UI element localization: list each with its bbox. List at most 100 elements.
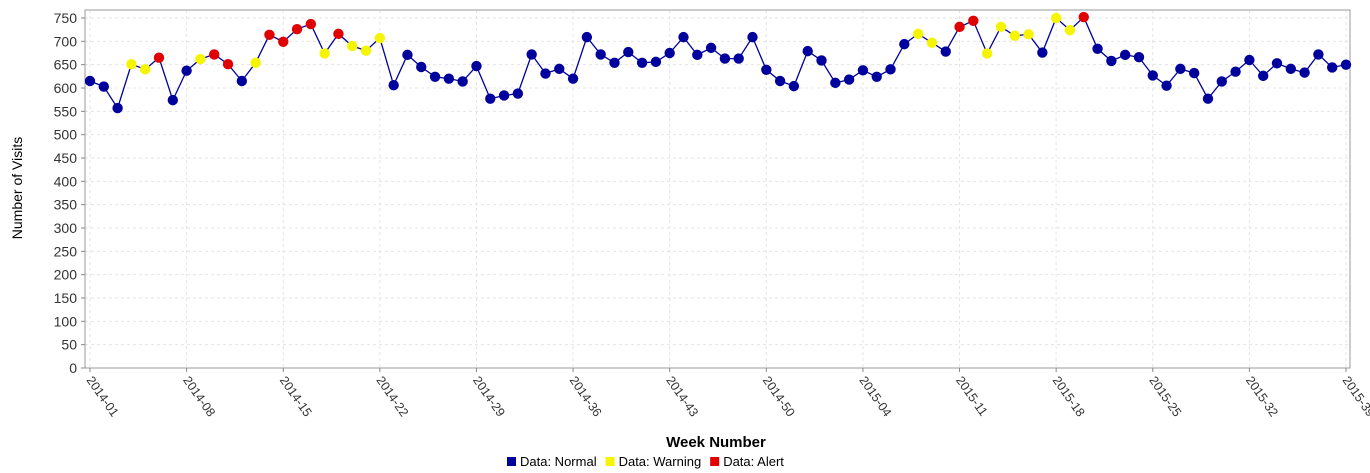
- data-point-normal: [402, 49, 413, 61]
- x-axis-ticks: 2014-01 2014-08 2014-15 2014-22 2014-29 2014-…: [84, 368, 1370, 419]
- data-point-warning: [981, 48, 993, 59]
- y-tick-label: 250: [54, 243, 78, 259]
- data-point-alert: [222, 58, 234, 70]
- data-point-warning: [1023, 29, 1034, 40]
- data-point-normal: [512, 88, 524, 99]
- data-point-normal: [1188, 67, 1200, 79]
- x-tick-label: 2015-18: [1050, 374, 1088, 420]
- y-tick-label: 650: [54, 57, 78, 73]
- data-point-alert: [209, 49, 220, 60]
- y-tick-label: 150: [54, 290, 78, 306]
- legend-label-normal: Data: Normal: [520, 454, 597, 469]
- data-point-normal: [678, 31, 689, 43]
- data-point-warning: [250, 57, 261, 68]
- y-tick-label: 400: [54, 173, 78, 189]
- plot-area: [85, 10, 1350, 368]
- data-points: [84, 11, 1352, 114]
- data-point-normal: [761, 64, 772, 76]
- y-tick-label: 700: [54, 33, 78, 49]
- data-point-normal: [1257, 70, 1269, 82]
- y-tick-label: 100: [54, 313, 78, 329]
- x-tick-label: 2014-22: [373, 374, 411, 420]
- data-point-normal: [1202, 93, 1214, 104]
- data-point-warning: [1050, 12, 1062, 24]
- data-point-normal: [554, 63, 565, 75]
- legend: Data: Normal Data: Warning Data: Alert: [507, 454, 784, 469]
- data-point-warning: [926, 37, 938, 48]
- data-point-normal: [167, 94, 179, 106]
- data-point-alert: [305, 18, 317, 30]
- axes: [84, 9, 1351, 369]
- x-tick-label: 2014-08: [180, 374, 218, 420]
- data-point-normal: [1299, 67, 1310, 78]
- y-axis-ticks: 0 50 100 150 200 250 300 350 400 450 500 550 600 650 7…: [54, 10, 85, 376]
- x-axis-title: Week Number: [666, 434, 766, 451]
- data-point-normal: [1244, 54, 1255, 66]
- data-point-normal: [457, 76, 468, 87]
- data-point-warning: [126, 58, 137, 70]
- data-point-alert: [954, 21, 965, 33]
- x-tick-label: 2014-50: [760, 374, 798, 420]
- data-point-normal: [181, 65, 192, 76]
- data-point-normal: [650, 56, 662, 68]
- data-point-normal: [733, 53, 744, 64]
- y-tick-label: 750: [54, 10, 78, 26]
- data-point-alert: [278, 36, 289, 47]
- data-point-normal: [843, 74, 855, 85]
- data-point-normal: [940, 46, 951, 57]
- x-tick-label: 2015-11: [953, 374, 990, 419]
- legend-swatch-warning: [605, 457, 615, 466]
- data-point-normal: [1092, 43, 1103, 54]
- data-point-normal: [416, 61, 427, 73]
- data-point-normal: [471, 60, 482, 72]
- y-tick-label: 600: [54, 80, 78, 96]
- y-tick-label: 300: [54, 220, 78, 236]
- data-point-normal: [540, 68, 551, 79]
- legend-swatch-alert: [710, 457, 720, 466]
- data-point-normal: [1230, 66, 1241, 77]
- data-point-normal: [1285, 63, 1296, 75]
- data-point-warning: [360, 45, 372, 56]
- data-point-normal: [429, 71, 441, 83]
- data-point-normal: [112, 102, 123, 114]
- data-point-alert: [1078, 11, 1089, 23]
- x-tick-label: 2015-25: [1146, 374, 1184, 420]
- x-tick-label: 2014-43: [663, 374, 701, 420]
- data-point-normal: [1147, 70, 1158, 81]
- data-point-warning: [995, 21, 1007, 33]
- data-point-normal: [830, 77, 841, 89]
- data-point-normal: [664, 47, 675, 59]
- data-point-normal: [443, 73, 455, 84]
- data-point-normal: [747, 31, 758, 43]
- data-point-normal: [899, 38, 910, 50]
- data-point-normal: [388, 80, 399, 91]
- data-point-normal: [1313, 49, 1324, 60]
- x-tick-label: 2015-32: [1243, 374, 1281, 420]
- y-axis-title: Number of Visits: [9, 137, 25, 239]
- data-point-normal: [788, 80, 800, 92]
- data-point-warning: [912, 28, 924, 40]
- data-point-warning: [1009, 30, 1020, 41]
- data-point-normal: [623, 46, 634, 58]
- data-point-normal: [871, 71, 882, 83]
- data-point-normal: [609, 57, 620, 68]
- data-point-normal: [719, 53, 731, 64]
- x-tick-label: 2015-04: [856, 374, 894, 420]
- y-tick-label: 450: [54, 150, 78, 166]
- x-tick-label: 2014-15: [277, 374, 315, 420]
- data-point-warning: [347, 40, 358, 52]
- data-point-normal: [705, 42, 717, 54]
- data-point-normal: [595, 49, 606, 60]
- data-point-alert: [291, 24, 303, 35]
- data-point-alert: [333, 28, 344, 40]
- data-point-normal: [857, 65, 869, 76]
- data-point-normal: [774, 75, 786, 87]
- legend-label-warning: Data: Warning: [619, 454, 702, 469]
- y-tick-label: 0: [69, 360, 77, 376]
- data-point-normal: [1037, 47, 1048, 58]
- y-tick-label: 200: [54, 267, 78, 283]
- legend-label-alert: Data: Alert: [723, 454, 784, 469]
- y-tick-label: 350: [54, 197, 78, 213]
- data-point-alert: [153, 52, 165, 63]
